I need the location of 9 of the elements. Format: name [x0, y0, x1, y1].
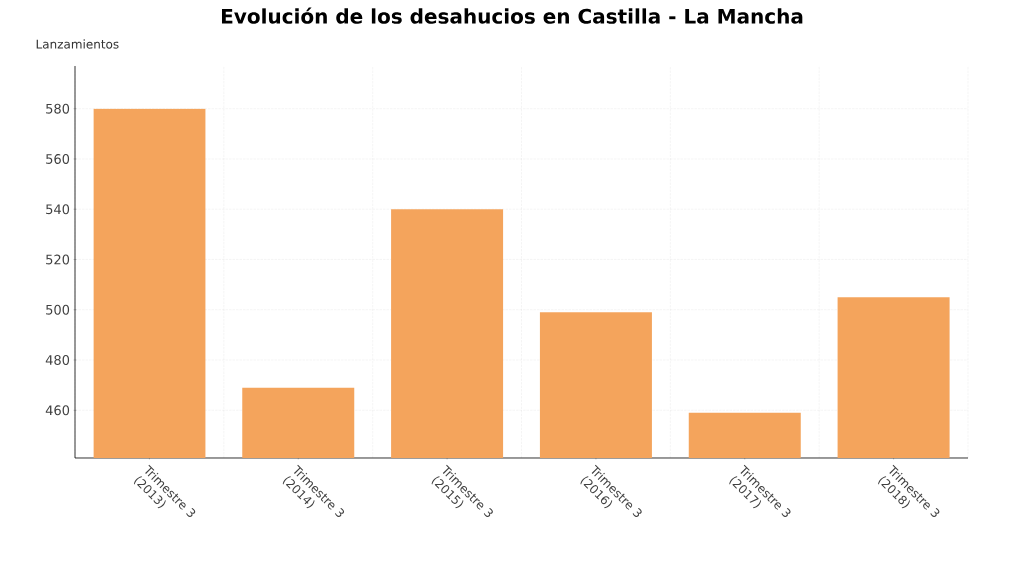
y-tick-label: 460	[45, 405, 70, 416]
y-tick-label: 580	[46, 103, 70, 114]
y-tick-label: 540	[46, 204, 70, 215]
y-tick-label: 560	[46, 154, 70, 164]
y-tick-label: 480	[45, 355, 70, 365]
y-tick-label: 520	[46, 254, 70, 265]
chart-title: Evolución de los desahucios en Castilla - La Mancha	[222, 7, 803, 24]
y-axis-title: Lanzamientos	[36, 39, 119, 49]
y-tick-label: 500	[46, 304, 70, 315]
